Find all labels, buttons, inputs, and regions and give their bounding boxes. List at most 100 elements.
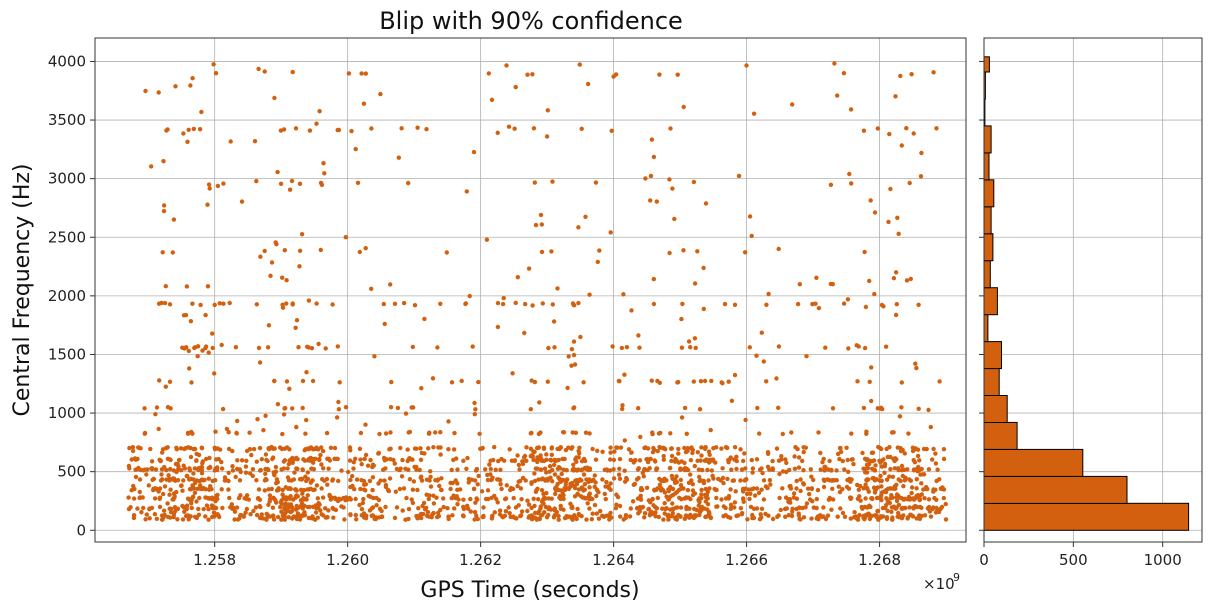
scatter-point [657,444,662,450]
x-tick-label: 1.258 [193,551,236,569]
scatter-point [168,406,173,411]
scatter-point [180,488,185,493]
scatter-point [610,344,615,349]
scatter-point [629,308,634,313]
scatter-point [472,517,477,522]
scatter-point [657,482,663,487]
scatter-point [289,178,295,184]
scatter-point [453,478,458,483]
scatter-point [163,384,168,389]
scatter-point [825,513,831,518]
scatter-point [513,505,519,510]
scatter-point [661,457,666,462]
scatter-point [550,302,555,307]
scatter-point [431,493,436,498]
scatter-point [275,514,281,520]
scatter-point [611,476,617,481]
scatter-point [878,473,883,479]
scatter-point [531,457,536,463]
scatter-point [760,470,765,476]
scatter-point [221,181,226,186]
scatter-point [651,154,657,160]
scatter-point [662,490,668,495]
scatter-point [331,506,336,512]
scatter-point [620,403,625,408]
scatter-point [286,486,291,491]
scatter-point [383,484,389,490]
scatter-point [145,467,150,472]
scatter-point [510,371,515,376]
scatter-point [481,505,486,510]
scatter-point [623,479,628,484]
scatter-point [284,379,290,384]
scatter-point [357,249,362,255]
scatter-point [641,468,647,473]
scatter-point [576,511,581,517]
scatter-point [577,477,583,482]
scatter-point [616,472,622,477]
scatter-point [213,71,219,76]
scatter-point [532,503,537,509]
scatter-point [388,430,393,435]
scatter-point [926,467,932,472]
scatter-point [181,131,186,136]
scatter-point [578,334,583,340]
scatter-point [196,512,202,517]
scatter-point [664,478,669,483]
scatter-point [681,248,686,253]
scatter-point [254,512,260,518]
scatter-point [263,452,269,457]
scatter-point [758,512,763,517]
scatter-point [472,400,477,406]
scatter-point [811,477,816,483]
histogram-plot-frame [983,37,1203,543]
scatter-point [272,95,277,101]
scatter-point [928,424,933,430]
scatter-point [168,487,173,492]
scatter-point [837,456,842,462]
scatter-point [691,179,697,185]
scatter-point [685,487,691,493]
scatter-point [351,460,356,465]
scatter-point [336,127,342,133]
scatter-point [688,458,694,463]
scatter-point [195,354,200,359]
scatter-point [919,150,924,156]
scatter-point [203,514,208,519]
scatter-point [531,496,536,501]
scatter-point [525,498,530,503]
scatter-point [314,121,319,126]
scatter-point [670,186,675,191]
scatter-point [678,477,683,483]
scatter-point [353,456,358,461]
scatter-point [804,501,810,506]
scatter-point [881,457,886,462]
scatter-point [565,385,570,391]
scatter-point [518,478,523,484]
scatter-point [750,466,756,471]
scatter-point [744,63,749,68]
scatter-point [650,431,655,437]
scatter-point [683,467,688,473]
scatter-point [165,501,170,506]
scatter-plot-frame [94,37,967,543]
scatter-point [237,478,243,483]
scatter-point [699,492,704,497]
scatter-point [645,456,650,462]
scatter-point [324,430,330,436]
scatter-point [669,453,675,459]
scatter-point [841,71,847,76]
scatter-point [131,496,137,501]
scatter-point [243,470,249,475]
scatter-point [556,513,561,519]
scatter-point [290,505,295,510]
scatter-point [363,516,369,521]
scatter-point [552,472,558,477]
y-tick-label: 4000 [48,52,86,70]
scatter-point [182,346,187,351]
scatter-point [257,445,263,451]
scatter-point [227,300,232,306]
scatter-point [512,458,518,463]
scatter-point [173,508,178,514]
scatter-point [464,466,469,471]
